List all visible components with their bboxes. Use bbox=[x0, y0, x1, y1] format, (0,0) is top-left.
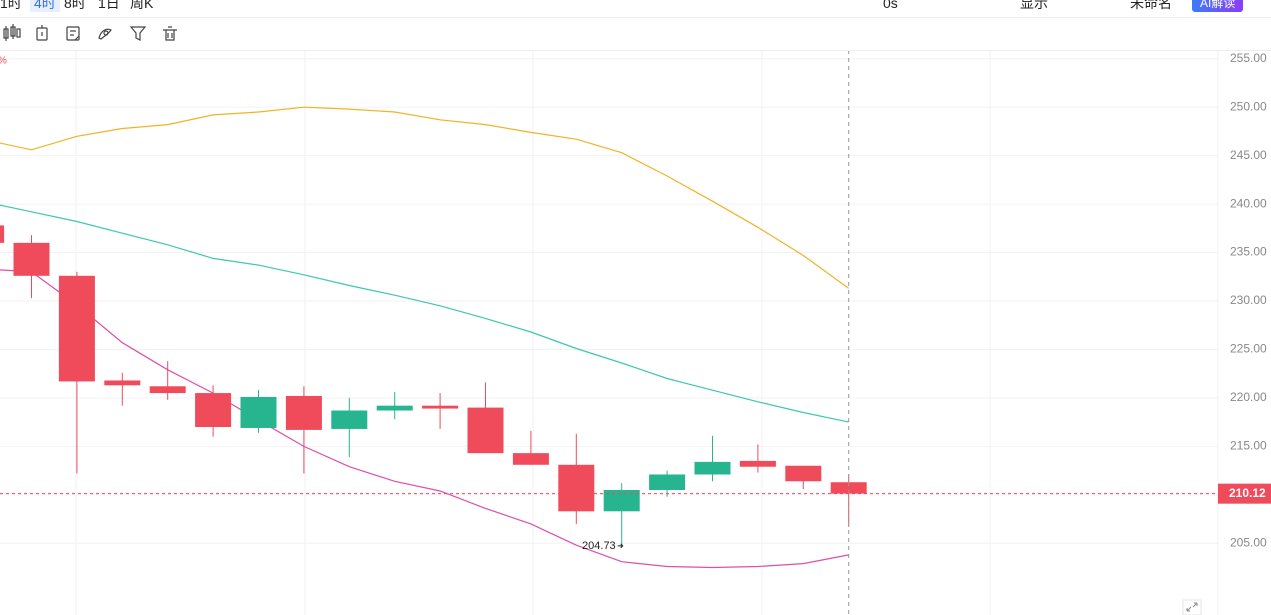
y-tick-label: 230.00 bbox=[1230, 293, 1267, 307]
indicator-icon[interactable] bbox=[36, 25, 48, 41]
indicator-line bbox=[0, 106, 850, 289]
template-icon[interactable] bbox=[66, 26, 80, 41]
indicator-label: % bbox=[0, 56, 7, 67]
candle-body bbox=[58, 275, 95, 382]
candle-body bbox=[104, 380, 141, 386]
draw-icon[interactable] bbox=[98, 28, 112, 40]
expand-icon[interactable] bbox=[1182, 599, 1202, 615]
y-tick-label: 225.00 bbox=[1230, 342, 1267, 356]
period-tab[interactable]: 4时 bbox=[30, 0, 60, 12]
indicator-line bbox=[0, 204, 849, 423]
last-price-label: 210.12 bbox=[1229, 486, 1266, 500]
indicator-line bbox=[0, 269, 849, 569]
filter-icon[interactable] bbox=[129, 26, 147, 41]
candle-body bbox=[739, 460, 776, 467]
y-tick-label: 220.00 bbox=[1230, 390, 1267, 404]
low-arrow bbox=[617, 543, 624, 549]
candle-body bbox=[830, 482, 867, 494]
period-tab[interactable]: 1日 bbox=[98, 0, 120, 11]
candle-body bbox=[694, 461, 731, 475]
candle-body bbox=[422, 405, 459, 409]
candle-body bbox=[285, 395, 322, 430]
candle-body bbox=[558, 464, 595, 512]
ai-button[interactable]: AI解读 bbox=[1192, 0, 1244, 12]
candle-type-icon[interactable] bbox=[3, 24, 21, 41]
drawing-toolbar bbox=[0, 18, 1271, 51]
candle-body bbox=[376, 405, 413, 411]
candle-body bbox=[649, 474, 686, 490]
candle-body bbox=[331, 410, 368, 429]
candle-body bbox=[512, 453, 549, 465]
y-tick-label: 250.00 bbox=[1230, 99, 1267, 113]
period-tab[interactable]: 周K bbox=[130, 0, 154, 11]
low-label: 204.73 bbox=[582, 540, 616, 552]
candle-body bbox=[240, 396, 277, 428]
period-tab[interactable]: 1时 bbox=[0, 0, 22, 11]
delete-icon[interactable] bbox=[163, 26, 177, 41]
y-tick-label: 240.00 bbox=[1230, 196, 1267, 210]
candle-body bbox=[149, 386, 186, 394]
candle-body bbox=[785, 465, 822, 482]
toolbar-item[interactable]: 0s bbox=[883, 0, 898, 11]
toolbar-item[interactable]: 未命名 bbox=[1130, 0, 1172, 11]
candle-body bbox=[13, 242, 50, 276]
y-tick-label: 255.00 bbox=[1230, 51, 1267, 65]
tool-icons bbox=[3, 24, 177, 41]
y-tick-label: 245.00 bbox=[1230, 148, 1267, 162]
candle-body bbox=[467, 407, 504, 454]
y-tick-label: 235.00 bbox=[1230, 245, 1267, 259]
last-price-tag bbox=[1218, 483, 1271, 504]
y-tick-label: 205.00 bbox=[1230, 535, 1267, 549]
candle-body bbox=[195, 393, 232, 427]
period-toolbar: 1时 4时 8时 1日 周K 0s 显示 未命名 AI解读 bbox=[0, 0, 1271, 18]
candle-body bbox=[0, 225, 5, 243]
period-tab[interactable]: 8时 bbox=[64, 0, 86, 11]
candle-body bbox=[603, 489, 640, 512]
toolbar-item[interactable]: 显示 bbox=[1020, 0, 1048, 11]
y-tick-label: 215.00 bbox=[1230, 439, 1267, 453]
